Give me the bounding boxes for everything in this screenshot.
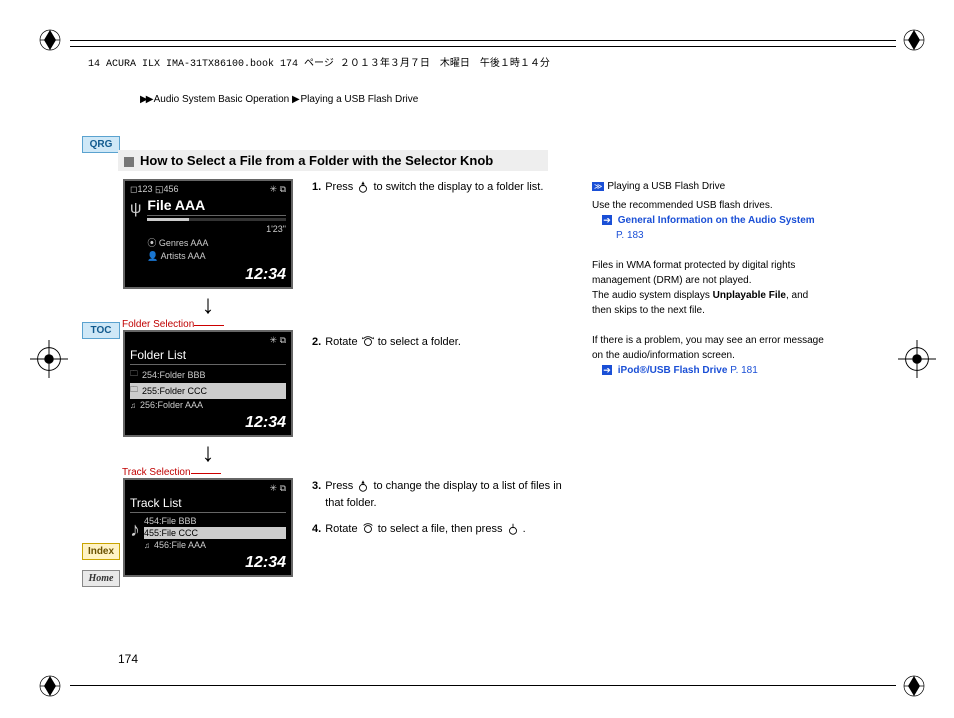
step-text: . (523, 523, 526, 535)
lcd-list-title: Folder List (130, 348, 286, 365)
cross-ref-link[interactable]: General Information on the Audio System (618, 215, 815, 226)
lcd-status-icons: ✳ ⧉ (270, 335, 286, 346)
nav-toc-button[interactable]: TOC (82, 322, 120, 339)
list-item: 455:File CCC (144, 528, 198, 538)
step-text: Press (325, 480, 356, 492)
nav-index-button[interactable]: Index (82, 543, 120, 560)
selector-knob-rotate-icon (361, 335, 375, 349)
crop-mark-icon (38, 28, 62, 52)
rule (70, 46, 896, 47)
callout-track-selection: Track Selection (122, 467, 191, 478)
step: 2. Rotate to select a folder. (312, 334, 572, 351)
usb-icon: ψ (130, 200, 141, 263)
step-text: to select a folder. (378, 336, 461, 348)
list-item: 456:File AAA (154, 540, 206, 550)
lcd-counter: ◻123 ◱456 (130, 184, 179, 195)
step-text: Rotate (325, 523, 360, 535)
nav-qrg-button[interactable]: QRG (82, 136, 120, 153)
selector-knob-press-icon (356, 479, 370, 493)
breadcrumb-part: Audio System Basic Operation (154, 94, 290, 105)
step-text: Rotate (325, 336, 360, 348)
step: 3. Press to change the display to a list… (312, 478, 572, 511)
side-note-text: If there is a problem, you may see an er… (592, 333, 824, 363)
crop-mark-icon (38, 674, 62, 698)
crop-mark-icon (902, 28, 926, 52)
lcd-panel: ✳ ⧉ Track List ♪ 454:File BBB 455:File C… (123, 478, 293, 577)
breadcrumb: ▶▶ Audio System Basic Operation ▶ Playin… (140, 94, 418, 105)
registration-target-icon (898, 340, 936, 378)
list-item: 454:File BBB (144, 516, 197, 526)
emphasis: Unplayable File (713, 290, 786, 301)
rule (70, 685, 896, 686)
chevron-right-icon: ▶▶ (140, 94, 151, 105)
side-note-text: Files in WMA format protected by digital… (592, 258, 824, 288)
selector-knob-rotate-icon (361, 522, 375, 536)
arrow-down-icon: ↓ (202, 439, 215, 465)
cross-ref-link[interactable]: iPod®/USB Flash Drive (618, 365, 728, 376)
side-note-text: Use the recommended USB flash drives. (592, 198, 824, 213)
callout-folder-selection: Folder Selection (122, 319, 194, 330)
breadcrumb-part: Playing a USB Flash Drive (301, 94, 419, 105)
progress-bar (147, 218, 286, 221)
music-note-icon: ♪ (130, 519, 140, 551)
step-number: 3. (312, 478, 321, 511)
step-text: Press (325, 181, 356, 193)
lcd-status-icons: ✳ ⧉ (270, 184, 286, 195)
page-ref[interactable]: P. 183 (602, 230, 644, 241)
link-arrow-icon: ➔ (602, 215, 612, 225)
step-text: to select a file, then press (378, 523, 506, 535)
page-ref[interactable]: P. 181 (730, 365, 758, 376)
selector-knob-press-icon (506, 522, 520, 536)
lcd-elapsed: 1'23" (147, 223, 286, 235)
lcd-file-title: File AAA (147, 197, 286, 216)
folder-icon: 🗀 (130, 368, 138, 382)
lcd-genre: ⦿ Genres AAA (147, 235, 286, 250)
side-note-header: Playing a USB Flash Drive (592, 179, 824, 194)
step: 4. Rotate to select a file, then press . (312, 521, 572, 538)
folder-icon: 🗀 (130, 384, 138, 398)
step-number: 1. (312, 179, 321, 196)
page-number: 174 (118, 652, 138, 666)
selector-knob-press-icon (356, 180, 370, 194)
music-file-icon: ♫ (130, 401, 136, 410)
list-item: 256:Folder AAA (140, 400, 203, 410)
link-arrow-icon: ➔ (602, 365, 612, 375)
step-number: 4. (312, 521, 321, 538)
section-title: How to Select a File from a Folder with … (118, 150, 548, 171)
lcd-artist: 👤 Artists AAA (147, 250, 286, 263)
arrow-down-icon: ↓ (202, 291, 215, 317)
side-note-text: The audio system displays Unplayable Fil… (592, 288, 824, 318)
chevron-right-icon: ▶ (292, 94, 298, 105)
step: 1. Press to switch the display to a fold… (312, 179, 572, 196)
lcd-clock: 12:34 (130, 554, 286, 572)
header-file-info: 14 ACURA ILX IMA-31TX86100.book 174 ページ … (88, 54, 550, 70)
lcd-list-title: Track List (130, 496, 286, 513)
lcd-clock: 12:34 (130, 414, 286, 432)
step-number: 2. (312, 334, 321, 351)
nav-home-button[interactable]: Home (82, 570, 120, 587)
registration-target-icon (30, 340, 68, 378)
lcd-status-icons: ✳ ⧉ (270, 483, 286, 494)
crop-mark-icon (902, 674, 926, 698)
rule (70, 40, 896, 41)
lcd-clock: 12:34 (130, 266, 286, 284)
step-text: to switch the display to a folder list. (373, 181, 543, 193)
list-item: 254:Folder BBB (142, 370, 206, 380)
lcd-panel: ◻123 ◱456 ✳ ⧉ ψ File AAA 1'23" ⦿ Genres … (123, 179, 293, 289)
list-item: 255:Folder CCC (142, 386, 207, 396)
lcd-panel: ✳ ⧉ Folder List 🗀 254:Folder BBB 🗀 255:Fol… (123, 330, 293, 437)
music-file-icon: ♫ (144, 541, 150, 550)
